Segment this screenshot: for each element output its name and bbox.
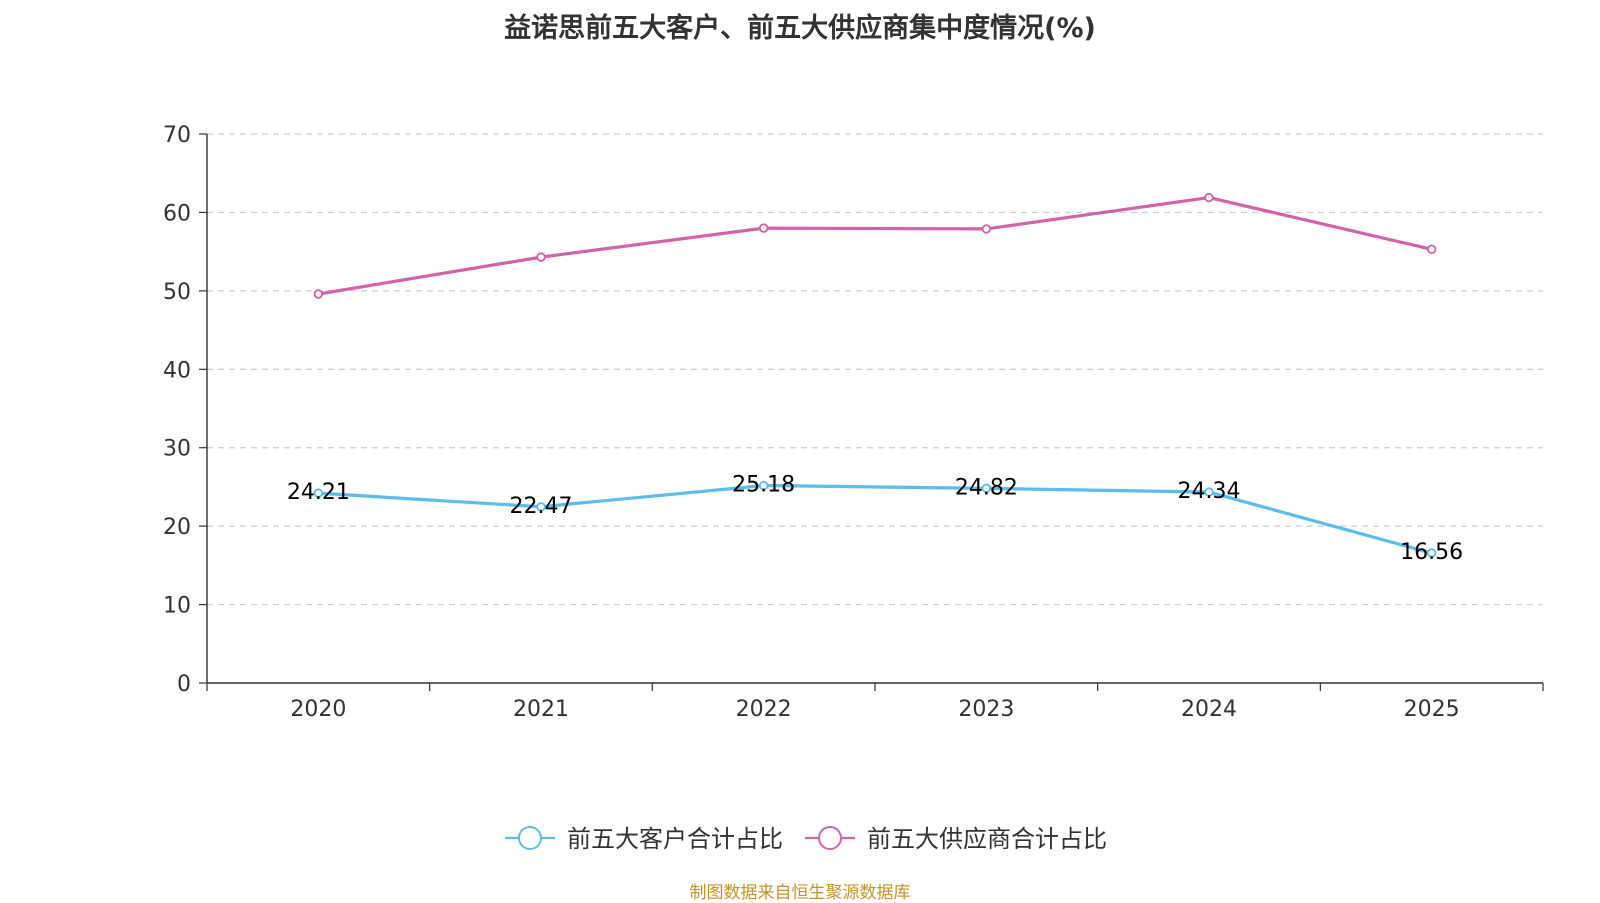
source-note: 制图数据来自恒生聚源数据库: [689, 883, 911, 903]
data-label: 25.18: [732, 473, 795, 498]
data-point: [1426, 244, 1437, 254]
data-point: [758, 223, 769, 233]
data-point: [313, 289, 324, 299]
data-label: 24.34: [1178, 479, 1241, 504]
data-point: [313, 488, 324, 498]
y-tick-label: 20: [163, 515, 191, 540]
y-tick-label: 30: [163, 437, 191, 462]
x-tick-label: 2025: [1404, 697, 1460, 722]
data-label: 22.47: [510, 494, 573, 519]
x-tick-label: 2024: [1181, 697, 1237, 722]
x-tick-label: 2021: [513, 697, 569, 722]
data-point: [981, 483, 992, 494]
series-line-1: [318, 195, 1433, 296]
y-tick-label: 40: [163, 358, 191, 383]
grid-lines: [207, 133, 1543, 606]
data-point: [536, 252, 546, 262]
x-tick-label: 2020: [290, 697, 346, 722]
series-layer: [313, 192, 1437, 558]
legend[interactable]: 前五大客户合计占比 前五大供应商合计占比: [505, 825, 1107, 853]
x-tick-label: 2022: [736, 697, 792, 722]
x-tick-label: 2023: [958, 697, 1014, 722]
y-tick-label: 10: [163, 594, 191, 619]
y-tick-label: 50: [163, 280, 191, 305]
y-tick-label: 60: [163, 201, 191, 226]
axes: 0 10 20 30 40 50 60 70 2020 2021 2022 2023 2024 2025: [163, 123, 1544, 722]
data-label: 24.21: [287, 480, 350, 505]
legend-item-1[interactable]: 前五大供应商合计占比: [805, 825, 1107, 853]
chart-title: 益诺思前五大客户、前五大供应商集中度情况(%): [504, 13, 1096, 44]
data-point: [758, 480, 769, 491]
data-label: 16.56: [1400, 540, 1463, 565]
y-tick-label: 70: [163, 123, 191, 148]
data-point: [1204, 192, 1214, 203]
y-tick-label: 0: [177, 672, 191, 697]
legend-label: 前五大客户合计占比: [567, 825, 783, 853]
data-point: [536, 502, 546, 512]
legend-marker: [518, 826, 542, 850]
legend-marker: [818, 826, 842, 850]
data-label: 24.82: [955, 475, 1018, 500]
data-point: [1204, 487, 1214, 497]
series-line-0: [318, 483, 1433, 555]
legend-item-0[interactable]: 前五大客户合计占比: [505, 825, 783, 853]
legend-label: 前五大供应商合计占比: [867, 825, 1107, 853]
data-point: [981, 224, 992, 234]
data-labels: 24.21 22.47 25.18 24.82 24.34 16.56: [287, 473, 1463, 566]
data-point: [1426, 548, 1437, 558]
